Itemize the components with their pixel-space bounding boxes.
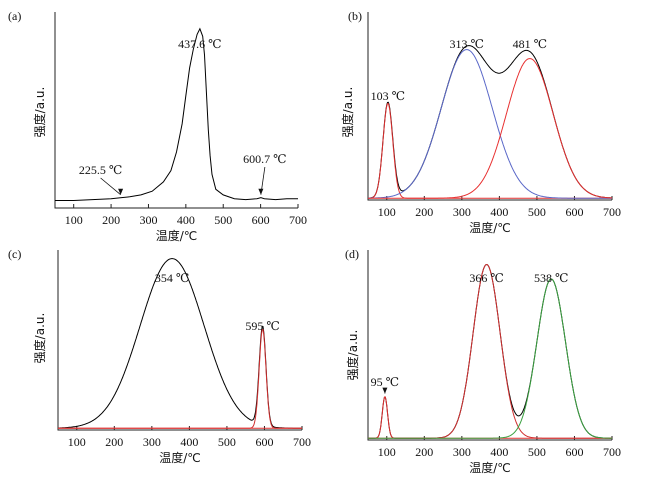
x-tick-label: 200 (102, 213, 120, 227)
y-axis-label: 强度/a.u. (32, 87, 47, 138)
x-tick-label: 300 (139, 213, 157, 227)
y-axis-label: 强度/a.u. (340, 87, 355, 138)
peak-annotation: 437.6 ℃ (178, 37, 221, 51)
panel-label: (c) (8, 247, 21, 261)
arrow-head (382, 387, 388, 394)
peak-annotation: 366 ℃ (469, 271, 503, 285)
x-tick-label: 100 (68, 435, 86, 449)
peak-annotation: 313 ℃ (450, 37, 484, 51)
x-tick-label: 600 (565, 445, 583, 459)
x-axis-label: 温度/℃ (469, 460, 511, 475)
x-tick-label: 300 (453, 205, 471, 219)
x-tick-label: 600 (565, 205, 583, 219)
annotation-arrow (100, 177, 121, 196)
x-tick-label: 200 (105, 435, 123, 449)
peak-annotation: 595 ℃ (245, 319, 279, 333)
y-axis-label: 强度/a.u. (32, 313, 47, 364)
panel-a: 100 200 300 400 500 600 700 温度/℃ 强度/a.u. (a) 437.6… (8, 9, 307, 243)
x-tick-label: 100 (378, 205, 396, 219)
sum-curve (368, 45, 612, 199)
panel-label: (d) (345, 247, 359, 261)
x-axis-label: 温度/℃ (159, 450, 201, 465)
fit-component-curve (58, 329, 302, 429)
x-tick-label: 100 (378, 445, 396, 459)
x-tick-label: 700 (289, 213, 307, 227)
sum-curve (368, 263, 612, 439)
x-tick-label: 500 (528, 205, 546, 219)
x-tick-label: 400 (490, 445, 508, 459)
x-tick-label: 300 (453, 445, 471, 459)
peak-annotation: 354 ℃ (155, 271, 189, 285)
panel-label: (b) (348, 9, 362, 23)
x-tick-label: 700 (293, 435, 311, 449)
y-axis-label: 强度/a.u. (345, 330, 360, 381)
axis-frame (54, 12, 298, 209)
fit-component-curve (368, 58, 612, 199)
x-tick-label: 500 (528, 445, 546, 459)
panel-c: 100 200 300 400 500 600 700 温度/℃ 强度/a.u. (c) 354 ℃… (8, 247, 311, 465)
peak-annotation: 225.5 ℃ (79, 163, 122, 177)
axis-frame (367, 12, 612, 201)
axis-frame (367, 250, 612, 441)
x-tick-label: 500 (218, 435, 236, 449)
fit-component-curve (368, 278, 612, 439)
fit-component-curve (368, 263, 612, 439)
x-tick-label: 200 (415, 205, 433, 219)
x-tick-label: 700 (603, 205, 621, 219)
panel-d: 100 200 300 400 500 600 700 温度/℃ 强度/a.u. (d) 95 ℃ 3… (345, 247, 621, 475)
x-tick-label: 300 (143, 435, 161, 449)
x-tick-label: 600 (252, 213, 270, 227)
x-tick-label: 600 (255, 435, 273, 449)
x-axis-label: 温度/℃ (156, 228, 198, 243)
x-tick-label: 400 (180, 435, 198, 449)
peak-annotation: 103 ℃ (371, 89, 405, 103)
x-tick-label: 500 (214, 213, 232, 227)
x-tick-label: 700 (603, 445, 621, 459)
x-tick-label: 200 (415, 445, 433, 459)
peak-annotation: 538 ℃ (534, 271, 568, 285)
arrow-head (258, 188, 264, 195)
arrow-head (118, 188, 124, 195)
fit-component-curve (368, 49, 612, 199)
panel-b: 100 200 300 400 500 600 700 温度/℃ 强度/a.u. (b) 103 ℃… (340, 9, 621, 235)
tpd-curve (55, 27, 298, 201)
x-tick-label: 400 (177, 213, 195, 227)
x-tick-label: 400 (490, 205, 508, 219)
x-tick-label: 100 (65, 213, 83, 227)
peak-annotation: 95 ℃ (371, 375, 399, 389)
peak-annotation: 600.7 ℃ (243, 152, 286, 166)
fit-component-curve (368, 396, 612, 439)
axis-frame (57, 250, 302, 431)
panel-label: (a) (8, 9, 21, 23)
peak-annotation: 481 ℃ (513, 37, 547, 51)
x-axis-label: 温度/℃ (469, 220, 511, 235)
fit-component-curve (368, 103, 612, 199)
